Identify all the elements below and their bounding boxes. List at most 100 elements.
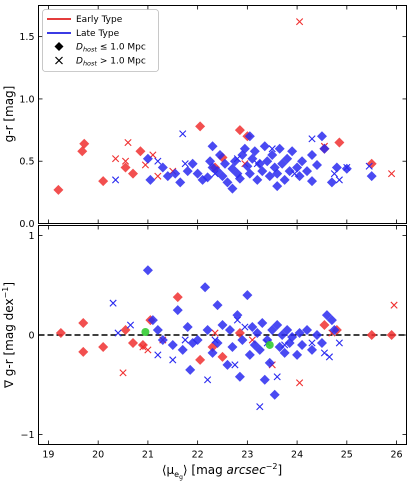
top-data-point [295, 18, 304, 26]
top-data-point [233, 155, 242, 163]
bottom-data-point [200, 282, 211, 293]
x-tick-label: 19 [42, 450, 54, 461]
top-data-point [274, 143, 285, 154]
x-tick-label: 21 [142, 450, 154, 461]
legend-near-sub: host [83, 46, 97, 54]
bottom-data-point [144, 346, 152, 354]
top-data-point [170, 168, 181, 179]
bottom-data-point [264, 357, 275, 368]
bottom-data-point [274, 341, 285, 352]
bottom-data-point [234, 371, 245, 382]
bottom-data-point [386, 330, 397, 340]
x-tick-label: 24 [291, 450, 303, 461]
top-data-point [268, 145, 276, 153]
bottom-data-point [311, 330, 322, 340]
legend-near-label: Dhost ≤ 1.0 Mpc [76, 43, 146, 54]
bottom-data-point [157, 334, 168, 345]
bottom-data-point [114, 329, 122, 337]
top-y-tick-label: 0.0 [19, 219, 34, 230]
xlabel-sup: −2 [266, 462, 278, 471]
x-tick-label: 20 [92, 450, 104, 461]
top-data-point [259, 141, 270, 152]
top-data-point [308, 135, 316, 143]
bottom-data-point [167, 339, 178, 350]
x-axis-label: ⟨μeg⟩ [mag arcsec−2] [162, 462, 282, 481]
top-data-point [253, 160, 261, 168]
x-tick-label: 23 [241, 450, 253, 461]
bottom-data-point [211, 329, 219, 337]
bottom-data-point [265, 340, 274, 349]
top-data-point [302, 166, 313, 177]
legend-far-sub: host [83, 60, 97, 68]
top-data-point [154, 172, 162, 180]
bottom-data-point [126, 321, 135, 329]
bottom-data-point [272, 320, 283, 331]
top-data-point [53, 184, 64, 195]
bottom-data-point [242, 290, 253, 301]
top-data-point [244, 168, 255, 179]
legend-far-d: D [76, 57, 83, 67]
legend-far-suffix: > 1.0 Mpc [97, 57, 146, 67]
top-data-point [157, 162, 168, 173]
bottom-data-point [211, 336, 219, 344]
top-data-point [154, 157, 162, 165]
top-data-point [252, 174, 263, 185]
bottom-y-tick-label: −1 [20, 430, 34, 441]
top-data-point [341, 163, 352, 174]
bottom-ticks: 19 20 21 22 23 24 25 26 −1 0 1 [20, 225, 407, 461]
top-data-point [121, 157, 130, 165]
top-data-point [211, 170, 219, 178]
bottom-data-point [316, 337, 327, 348]
top-data-point [311, 159, 322, 170]
top-data-point [292, 162, 303, 173]
bottom-data-point [297, 339, 308, 350]
top-data-point [365, 162, 373, 170]
top-data-point [227, 183, 238, 194]
top-data-point [307, 149, 318, 160]
top-data-point [272, 181, 283, 192]
bottom-data-point [172, 305, 183, 316]
top-data-point [182, 166, 193, 177]
bottom-data-point [182, 322, 193, 333]
top-data-point [234, 125, 245, 136]
bottom-data-point [319, 320, 330, 331]
top-data-point [179, 130, 187, 138]
bottom-data-point [326, 315, 337, 326]
top-data-point [127, 168, 138, 179]
top-data-point [307, 176, 318, 187]
bottom-data-point [172, 292, 183, 303]
top-data-point [142, 153, 153, 164]
top-data-point [334, 137, 345, 148]
bottom-data-point [254, 344, 265, 355]
top-data-point [175, 177, 186, 188]
top-data-point [181, 160, 189, 168]
bottom-ylabel-main: ∇ g-r [mag dex [2, 298, 16, 389]
top-data-point [217, 171, 228, 182]
bottom-data-point [141, 328, 150, 337]
bottom-data-point [232, 310, 243, 321]
top-data-point [287, 146, 298, 157]
bottom-data-point [154, 351, 162, 359]
top-data-point [343, 163, 351, 172]
xlabel-mid: ⟩ [mag [183, 463, 227, 477]
top-data-point [120, 162, 131, 173]
bottom-data-points [55, 265, 398, 411]
top-data-point [79, 138, 90, 149]
top-data-point [111, 155, 120, 163]
bottom-data-point [241, 323, 249, 331]
bottom-data-point [222, 359, 233, 370]
xlabel-open: ⟨μ [162, 463, 175, 477]
top-y-axis-label: g-r [mag] [2, 86, 16, 143]
top-data-point [262, 156, 273, 167]
top-data-point [244, 131, 255, 142]
bottom-data-point [109, 299, 117, 307]
bottom-data-point [177, 344, 188, 355]
bottom-data-point [252, 328, 263, 339]
bottom-data-point [320, 349, 329, 357]
bottom-data-point [247, 322, 258, 333]
bottom-data-point [307, 344, 318, 355]
top-data-point [257, 166, 268, 177]
bottom-data-point [308, 339, 316, 347]
bottom-data-point [224, 325, 235, 336]
bottom-ylabel-end: ] [2, 282, 16, 287]
